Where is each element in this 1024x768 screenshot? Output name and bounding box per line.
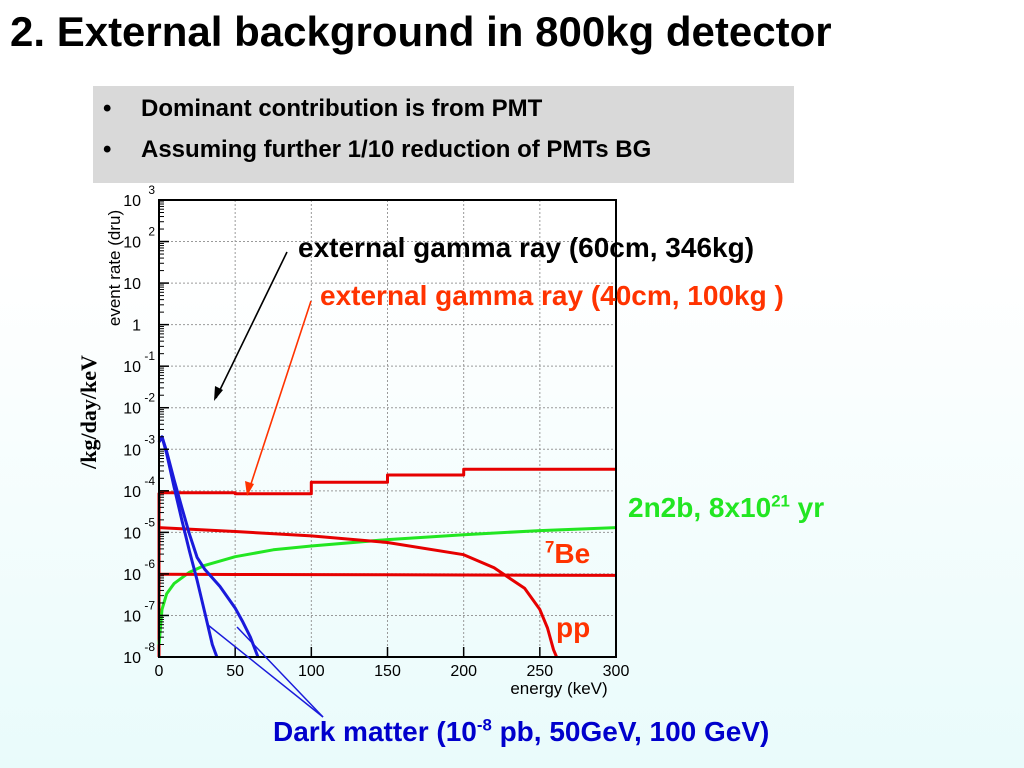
- y-tick-exponent: -3: [144, 432, 155, 446]
- ext60-arrow: [215, 251, 288, 399]
- bullet-dot-icon: •: [103, 136, 112, 163]
- bullet-item: • Assuming further 1/10 reduction of PMTs…: [103, 133, 794, 174]
- dm-pointer-line: [207, 624, 324, 718]
- y-tick-label: 10: [123, 608, 141, 625]
- y-tick-label: 1: [132, 318, 141, 335]
- y-tick-label: 10: [123, 401, 141, 418]
- series-2n2b-line: [157, 526, 617, 645]
- y-tick-label: 10: [123, 193, 141, 210]
- series-dm50-line: [157, 435, 219, 658]
- bullet-box: • Dominant contribution is from PMT • Assu…: [93, 86, 794, 183]
- y-tick-label: 10: [123, 359, 141, 376]
- x-tick-label: 150: [374, 663, 401, 680]
- y-tick-label: 10: [123, 442, 141, 459]
- be7-element: Be: [554, 538, 591, 569]
- y-tick-label: 10: [123, 567, 141, 584]
- 2n2b-exponent: 21: [771, 491, 790, 511]
- series-pp-line: [158, 526, 558, 658]
- dm-main: Dark matter (10: [273, 716, 477, 747]
- y-tick-exponent: -7: [144, 598, 155, 612]
- series-7be-line: [158, 572, 617, 577]
- be7-label: 7Be: [545, 538, 590, 570]
- 2n2b-main: 2n2b, 8x10: [628, 492, 772, 523]
- bullet-list: • Dominant contribution is from PMT • Assu…: [103, 92, 794, 174]
- y-axis-label: event rate (dru): [105, 210, 124, 326]
- slide-title: 2. External background in 800kg detector: [10, 8, 832, 55]
- y-tick-exponent: -2: [144, 391, 155, 405]
- ext60-label: external gamma ray (60cm, 346kg): [298, 232, 755, 263]
- bullet-text: Dominant contribution is from PMT: [141, 95, 543, 122]
- x-tick-label: 250: [526, 663, 553, 680]
- y-tick-exponent: -8: [144, 640, 155, 654]
- x-tick-label: 200: [450, 663, 477, 680]
- ext60-arrowhead-icon: [214, 386, 223, 401]
- tick-layer: 0 50 100 150 200 250 30010310210110-110-210-31…: [123, 183, 629, 680]
- 2n2b-unit: yr: [797, 492, 825, 523]
- ext40-arrowhead-icon: [245, 481, 254, 496]
- bullet-dot-icon: •: [103, 95, 112, 122]
- x-tick-label: 100: [298, 663, 325, 680]
- 2n2b-label: 2n2b, 8x1021 yr: [628, 492, 824, 524]
- grid-layer: [159, 200, 616, 657]
- y-tick-label: 10: [123, 650, 141, 667]
- pp-label: pp: [556, 612, 591, 643]
- y-tick-exponent: 3: [148, 183, 155, 197]
- ext40-arrow: [247, 300, 312, 494]
- y-tick-label: 10: [123, 484, 141, 501]
- y-tick-label: 10: [123, 235, 141, 252]
- y-tick-exponent: -6: [144, 557, 155, 571]
- ext40-label: external gamma ray (40cm, 100kg ): [320, 280, 784, 311]
- y-tick-label: 10: [123, 525, 141, 542]
- series-dm100-line: [157, 435, 260, 658]
- dark-matter-label: Dark matter (10-8 pb, 50GeV, 100 GeV): [273, 716, 769, 748]
- dm-exponent: -8: [476, 715, 492, 735]
- x-axis-label: energy (keV): [510, 679, 607, 698]
- arrow-layer: [207, 251, 324, 718]
- x-tick-label: 300: [603, 663, 630, 680]
- x-tick-label: 0: [155, 663, 164, 680]
- y-tick-exponent: -1: [144, 349, 155, 363]
- bullet-text: Assuming further 1/10 reduction of PMTs …: [141, 136, 652, 163]
- bullet-item: • Dominant contribution is from PMT: [103, 92, 794, 133]
- y-tick-exponent: 2: [148, 225, 155, 239]
- unit-label: /kg/day/keV: [76, 355, 101, 470]
- y-tick-exponent: -4: [144, 474, 155, 488]
- y-tick-exponent: -5: [144, 515, 155, 529]
- x-tick-label: 50: [226, 663, 244, 680]
- be7-mass-number: 7: [545, 537, 555, 557]
- dm-pointer-line: [236, 626, 324, 718]
- y-tick-label: 10: [123, 276, 141, 293]
- dm-tail: pb, 50GeV, 100 GeV): [499, 716, 770, 747]
